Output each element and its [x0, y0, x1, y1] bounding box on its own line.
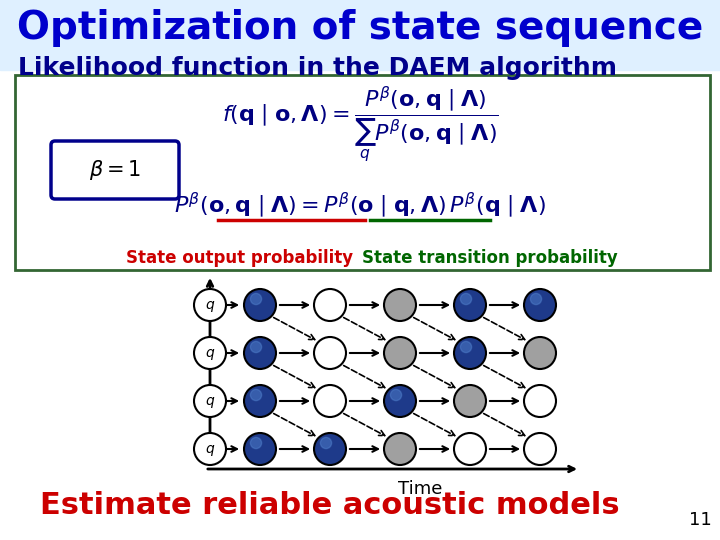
Circle shape [531, 293, 541, 305]
Circle shape [384, 433, 416, 465]
Circle shape [314, 433, 346, 465]
Circle shape [244, 385, 276, 417]
Circle shape [320, 437, 332, 449]
Circle shape [194, 337, 226, 369]
Text: 11: 11 [688, 511, 711, 529]
Text: State transition probability: State transition probability [362, 249, 618, 267]
Circle shape [251, 389, 261, 401]
Circle shape [384, 337, 416, 369]
Text: q: q [206, 346, 215, 360]
Text: q: q [206, 442, 215, 456]
FancyBboxPatch shape [15, 75, 710, 270]
Text: Optimization of state sequence: Optimization of state sequence [17, 9, 703, 47]
Circle shape [454, 289, 486, 321]
Circle shape [460, 293, 472, 305]
Circle shape [524, 385, 556, 417]
Text: $f(\mathbf{q} \mid \mathbf{o}, \mathbf{\Lambda}) = \dfrac{P^\beta(\mathbf{o},\ma: $f(\mathbf{q} \mid \mathbf{o}, \mathbf{\… [222, 85, 498, 165]
Circle shape [390, 389, 402, 401]
Circle shape [244, 289, 276, 321]
Circle shape [194, 289, 226, 321]
Circle shape [524, 289, 556, 321]
Circle shape [194, 433, 226, 465]
Circle shape [384, 385, 416, 417]
Text: $P^\beta(\mathbf{o},\mathbf{q} \mid \mathbf{\Lambda}) = P^\beta(\mathbf{o} \mid : $P^\beta(\mathbf{o},\mathbf{q} \mid \mat… [174, 190, 546, 220]
Circle shape [454, 385, 486, 417]
Circle shape [314, 289, 346, 321]
Circle shape [524, 337, 556, 369]
Circle shape [194, 385, 226, 417]
Text: q: q [206, 394, 215, 408]
Circle shape [251, 437, 261, 449]
Circle shape [314, 337, 346, 369]
Circle shape [524, 433, 556, 465]
Text: q: q [206, 298, 215, 312]
Text: Estimate reliable acoustic models: Estimate reliable acoustic models [40, 490, 620, 519]
Circle shape [454, 433, 486, 465]
Text: $\beta = 1$: $\beta = 1$ [89, 158, 141, 182]
Circle shape [244, 337, 276, 369]
Circle shape [460, 341, 472, 353]
Text: Likelihood function in the DAEM algorithm: Likelihood function in the DAEM algorith… [18, 56, 617, 80]
Circle shape [314, 385, 346, 417]
Circle shape [244, 433, 276, 465]
Circle shape [384, 289, 416, 321]
FancyBboxPatch shape [51, 141, 179, 199]
Bar [0, 0, 720, 70]
Circle shape [251, 341, 261, 353]
Text: State output probability: State output probability [127, 249, 354, 267]
Text: Time: Time [398, 480, 442, 498]
Circle shape [251, 293, 261, 305]
Circle shape [454, 337, 486, 369]
